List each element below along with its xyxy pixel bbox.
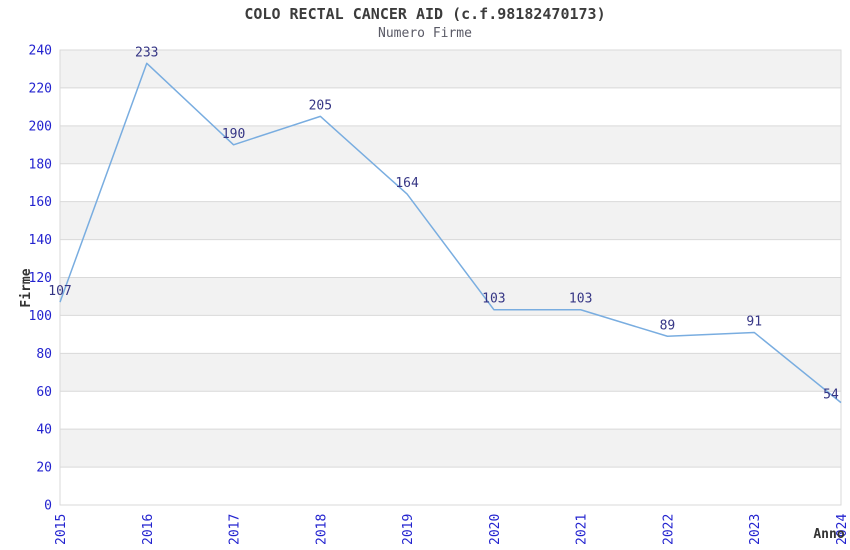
- plot-band: [60, 87, 841, 126]
- y-tick-label: 140: [29, 233, 52, 248]
- x-tick-label: 2024: [835, 514, 850, 545]
- point-label: 89: [660, 318, 676, 333]
- y-tick-label: 160: [29, 195, 52, 210]
- y-tick-label: 100: [29, 309, 52, 324]
- x-tick-label: 2018: [314, 514, 329, 545]
- plot-band: [60, 277, 841, 316]
- point-label: 103: [482, 292, 505, 307]
- plot-border: [59, 49, 842, 506]
- y-tick-label: 80: [36, 347, 52, 362]
- x-tick-label: 2021: [575, 514, 590, 545]
- plot-band: [60, 391, 841, 430]
- y-tick-label: 200: [29, 119, 52, 134]
- y-tick-label: 120: [29, 271, 52, 286]
- x-tick-label: 2015: [54, 514, 69, 545]
- x-tick-label: 2019: [401, 514, 416, 545]
- point-label: 233: [135, 45, 158, 60]
- point-label: 205: [309, 98, 332, 113]
- plot-band: [60, 50, 841, 88]
- chart-title: COLO RECTAL CANCER AID (c.f.98182470173): [244, 5, 606, 23]
- line-series: [59, 62, 842, 404]
- plot-band: [60, 163, 841, 202]
- point-label: 103: [569, 292, 592, 307]
- x-tick-label: 2020: [488, 514, 503, 545]
- y-tick-label: 60: [36, 385, 52, 400]
- y-axis-title: Firme: [19, 268, 34, 307]
- plot-band: [60, 353, 841, 392]
- chart-subtitle: Numero Firme: [378, 26, 472, 41]
- y-tick-label: 240: [29, 44, 52, 59]
- x-tick-label: 2017: [228, 514, 243, 545]
- y-tick-label: 20: [36, 461, 52, 476]
- plot-band: [60, 201, 841, 240]
- y-tick-label: 220: [29, 81, 52, 96]
- point-label: 54: [823, 388, 839, 403]
- y-tick-label: 180: [29, 157, 52, 172]
- point-label: 107: [48, 284, 71, 299]
- plot-band: [60, 429, 841, 468]
- point-label: 164: [395, 176, 419, 191]
- plot-band: [60, 467, 841, 505]
- x-tick-label: 2023: [748, 514, 763, 545]
- y-tick-label: 40: [36, 423, 52, 438]
- plot-band: [60, 239, 841, 278]
- plot-band: [60, 125, 841, 164]
- point-label: 91: [746, 314, 762, 329]
- y-tick-label: 0: [44, 499, 52, 514]
- point-label: 190: [222, 127, 245, 142]
- x-tick-label: 2022: [661, 514, 676, 545]
- x-tick-label: 2016: [141, 514, 156, 545]
- x-axis-title: Anno: [813, 527, 844, 542]
